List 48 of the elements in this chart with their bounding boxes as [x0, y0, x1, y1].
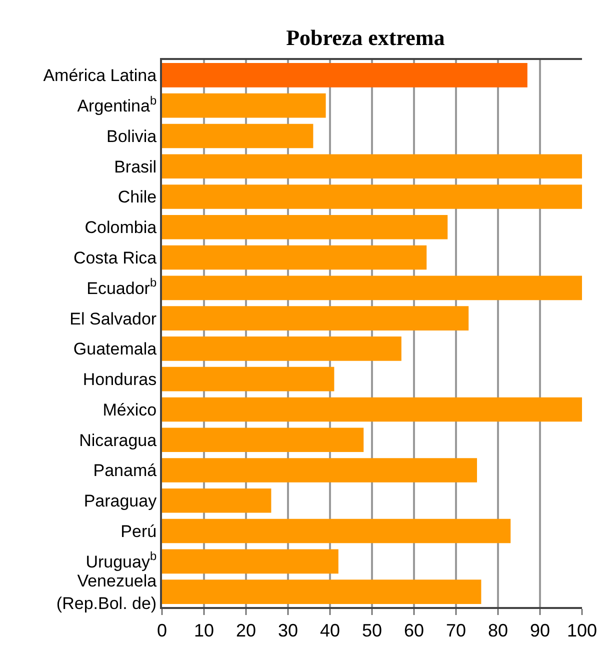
x-tick-label: 40 [320, 620, 340, 641]
x-tick-label: 0 [156, 620, 168, 641]
bar [162, 306, 469, 330]
y-tick-label: Brasil [114, 157, 157, 176]
x-tick-label: 30 [278, 620, 298, 641]
bar [162, 397, 582, 422]
x-tick-label: 70 [446, 620, 466, 641]
bar [162, 245, 427, 270]
bar [162, 336, 402, 361]
bar [162, 93, 326, 118]
y-tick-label: México [102, 400, 157, 420]
bar [162, 580, 482, 604]
bar [162, 488, 272, 513]
x-tick-label: 20 [236, 620, 256, 641]
x-tick-label: 90 [530, 620, 550, 641]
bar [162, 366, 334, 392]
y-tick-label: Bolivia [106, 126, 158, 146]
bar [162, 184, 582, 209]
y-tick-label: Argentina$^{b}$ [77, 93, 157, 116]
y-tick-label: Nicaragua [79, 430, 158, 450]
y-tick-label: Honduras [82, 370, 157, 390]
y-tick-label: Ecuador$^{b}$ [86, 276, 157, 298]
x-tick-label: 50 [362, 620, 382, 641]
y-tick-label: Costa Rica [73, 248, 158, 268]
y-tick-label: América Latina [43, 66, 158, 86]
y-tick-label: Panamá [93, 461, 158, 480]
bar [162, 63, 528, 88]
y-tick-label: El Salvador [70, 309, 157, 328]
bar [162, 276, 582, 300]
y-tick-label: Colombia [84, 218, 158, 238]
x-tick-label: 80 [488, 620, 508, 641]
y-tick-label: Venezuela (Rep.Bol. de) [56, 572, 158, 613]
y-tick-label: Chile [118, 188, 157, 207]
y-tick-label: Perú [120, 522, 157, 541]
y-tick-label: Uruguay$^{b}$ [86, 549, 157, 572]
y-tick-label: Guatemala [73, 340, 158, 359]
bar [162, 428, 364, 452]
x-tick-label: 100 [566, 620, 598, 641]
y-tick-label: Paraguay [84, 492, 158, 511]
bar [162, 214, 448, 240]
x-tick-label: 60 [404, 620, 424, 641]
x-tick-label: 10 [194, 620, 214, 641]
chart-title: Pobreza extrema [286, 24, 445, 50]
bar [162, 549, 338, 574]
bar [162, 458, 477, 482]
bar [162, 154, 582, 179]
bar [162, 124, 314, 148]
bar [162, 518, 511, 544]
